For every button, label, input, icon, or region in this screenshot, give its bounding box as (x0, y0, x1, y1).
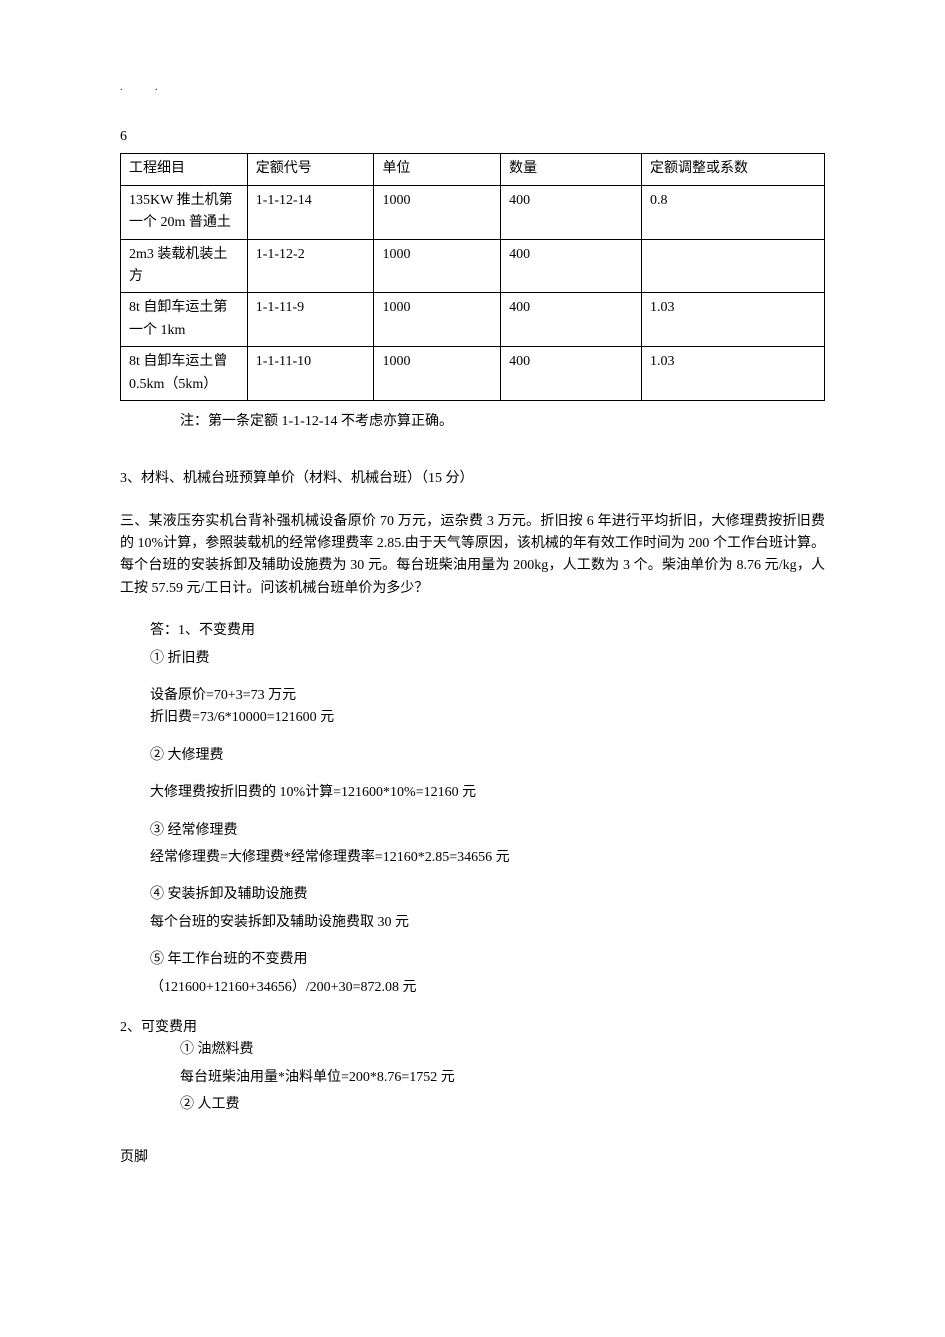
header-cell: 单位 (374, 154, 501, 185)
problem-text: 三、某液压夯实机台背补强机械设备原价 70 万元，运杂费 3 万元。折旧按 6 … (120, 511, 825, 601)
table-cell: 0.8 (641, 185, 824, 239)
calculation: 设备原价=70+3=73 万元 (120, 685, 825, 707)
table-cell: 400 (501, 239, 642, 293)
table-header-row: 工程细目 定额代号 单位 数量 定额调整或系数 (121, 154, 825, 185)
table-cell: 1000 (374, 347, 501, 401)
calculation: 每台班柴油用量*油料单位=200*8.76=1752 元 (120, 1067, 825, 1089)
item-label: ④ 安装拆卸及辅助设施费 (120, 884, 825, 906)
table-row: 135KW 推土机第一个 20m 普通土 1-1-12-14 1000 400 … (121, 185, 825, 239)
calculation: 经常修理费=大修理费*经常修理费率=12160*2.85=34656 元 (120, 847, 825, 869)
table-cell: 2m3 装载机装土方 (121, 239, 248, 293)
table-cell: 400 (501, 293, 642, 347)
table-cell: 8t 自卸车运土第一个 1km (121, 293, 248, 347)
table-cell: 1-1-12-2 (247, 239, 374, 293)
item-label: ② 人工费 (120, 1094, 825, 1116)
page-footer: 页脚 (120, 1147, 825, 1169)
table-cell: 1000 (374, 239, 501, 293)
item-label: ① 折旧费 (120, 648, 825, 670)
item-label: ③ 经常修理费 (120, 820, 825, 842)
header-marks: . . (120, 80, 825, 96)
table-cell: 1-1-12-14 (247, 185, 374, 239)
header-cell: 定额代号 (247, 154, 374, 185)
table-cell: 1-1-11-10 (247, 347, 374, 401)
header-cell: 数量 (501, 154, 642, 185)
header-cell: 定额调整或系数 (641, 154, 824, 185)
header-cell: 工程细目 (121, 154, 248, 185)
section-title: 3、材料、机械台班预算单价（材料、机械台班）（15 分） (120, 468, 825, 490)
table-row: 8t 自卸车运土第一个 1km 1-1-11-9 1000 400 1.03 (121, 293, 825, 347)
item-label: ① 油燃料费 (120, 1039, 825, 1061)
table-cell: 1.03 (641, 293, 824, 347)
calculation: 大修理费按折旧费的 10%计算=121600*10%=12160 元 (120, 782, 825, 804)
table-cell: 135KW 推土机第一个 20m 普通土 (121, 185, 248, 239)
table-cell: 400 (501, 185, 642, 239)
calculation: 折旧费=73/6*10000=121600 元 (120, 707, 825, 729)
calculation: （121600+12160+34656）/200+30=872.08 元 (120, 977, 825, 999)
cost-table: 工程细目 定额代号 单位 数量 定额调整或系数 135KW 推土机第一个 20m… (120, 153, 825, 401)
table-row: 8t 自卸车运土曾 0.5km（5km） 1-1-11-10 1000 400 … (121, 347, 825, 401)
item-label: ② 大修理费 (120, 745, 825, 767)
item-label: ⑤ 年工作台班的不变费用 (120, 949, 825, 971)
answer-label: 答：1、不变费用 (120, 620, 825, 642)
table-cell: 1000 (374, 185, 501, 239)
calculation: 每个台班的安装拆卸及辅助设施费取 30 元 (120, 912, 825, 934)
page-number: 6 (120, 126, 825, 148)
section-label: 2、可变费用 (120, 1017, 825, 1039)
table-cell: 1-1-11-9 (247, 293, 374, 347)
table-row: 2m3 装载机装土方 1-1-12-2 1000 400 (121, 239, 825, 293)
table-cell: 1.03 (641, 347, 824, 401)
table-cell (641, 239, 824, 293)
table-note: 注：第一条定额 1-1-12-14 不考虑亦算正确。 (120, 411, 825, 433)
table-cell: 8t 自卸车运土曾 0.5km（5km） (121, 347, 248, 401)
table-cell: 1000 (374, 293, 501, 347)
table-cell: 400 (501, 347, 642, 401)
